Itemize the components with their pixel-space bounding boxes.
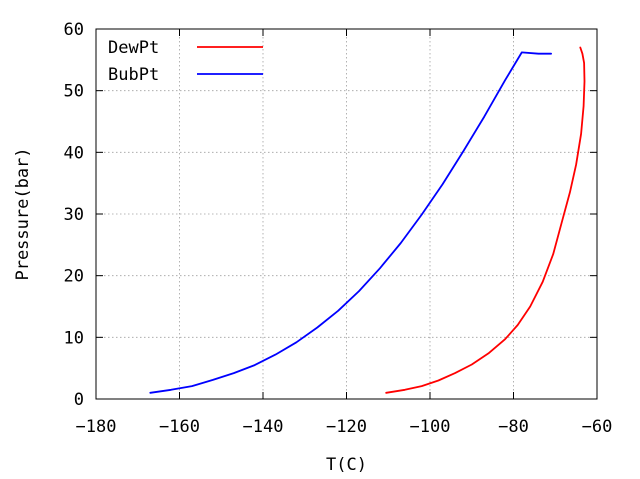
x-tick-label: −180 bbox=[76, 417, 117, 437]
y-tick-label: 20 bbox=[64, 267, 84, 287]
series-line-dewpt bbox=[385, 46, 586, 394]
y-tick-label: 40 bbox=[64, 143, 84, 163]
x-tick-label: −140 bbox=[243, 417, 284, 437]
legend-label-bubpt: BubPt bbox=[108, 65, 159, 85]
y-tick-label: 10 bbox=[64, 328, 84, 348]
x-tick-label: −80 bbox=[498, 417, 529, 437]
series-line-bubpt bbox=[149, 51, 552, 394]
y-axis-title: Pressure(bar) bbox=[13, 147, 33, 280]
y-tick-label: 0 bbox=[74, 390, 84, 410]
x-tick-label: −60 bbox=[582, 417, 613, 437]
grid bbox=[96, 29, 597, 399]
y-tick-labels: 0 10 20 30 40 50 60 bbox=[64, 20, 84, 410]
y-tick-label: 30 bbox=[64, 205, 84, 225]
x-tick-label: −100 bbox=[410, 417, 451, 437]
series-lines bbox=[149, 46, 586, 394]
axis-ticks bbox=[95, 28, 598, 400]
y-tick-label: 50 bbox=[64, 82, 84, 102]
legend-label-dewpt: DewPt bbox=[108, 38, 159, 58]
x-tick-label: −120 bbox=[326, 417, 367, 437]
x-axis-title: T(C) bbox=[326, 455, 367, 475]
legend: DewPt BubPt bbox=[108, 38, 263, 85]
y-tick-label: 60 bbox=[64, 20, 84, 40]
x-tick-label: −160 bbox=[159, 417, 200, 437]
x-tick-labels: −180 −160 −140 −120 −100 −80 −60 bbox=[76, 417, 613, 437]
